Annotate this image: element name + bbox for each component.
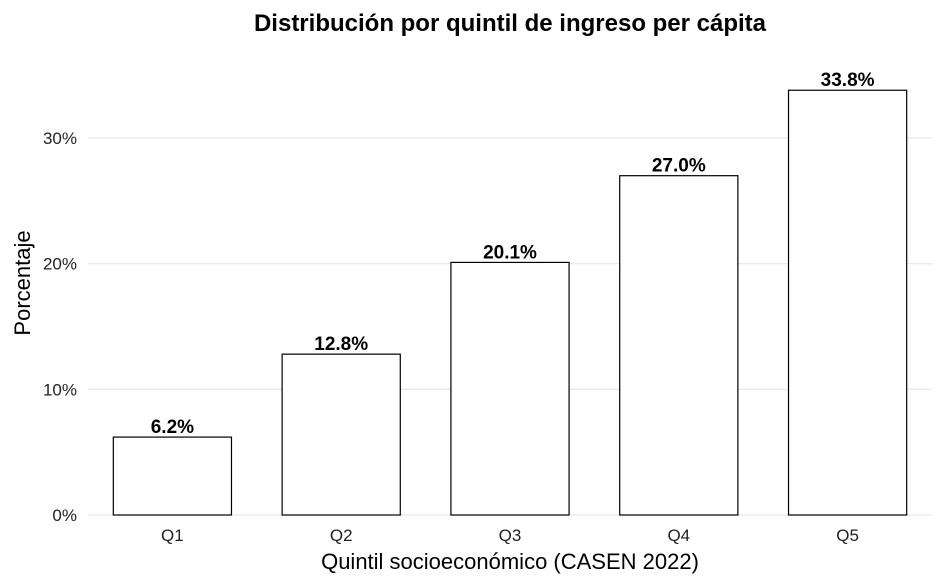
- x-tick-label-q4: Q4: [667, 526, 690, 545]
- y-axis-title: Porcentaje: [10, 230, 35, 335]
- data-label-q3: 20.1%: [483, 242, 537, 263]
- bar-q5: [787, 89, 908, 516]
- y-tick-label: 0%: [52, 506, 77, 525]
- x-tick-label-q5: Q5: [836, 526, 859, 545]
- chart-title: Distribución por quintil de ingreso per …: [254, 10, 767, 37]
- y-tick-label: 10%: [43, 380, 77, 399]
- bar-layer: [112, 89, 908, 516]
- bar-q4: [619, 175, 739, 516]
- data-label-q5: 33.8%: [821, 70, 875, 91]
- x-axis-title: Quintil socioeconómico (CASEN 2022): [321, 549, 699, 574]
- x-tick-label-q1: Q1: [161, 526, 184, 545]
- bar-q2: [281, 353, 401, 516]
- bar-q1: [112, 436, 233, 516]
- y-tick-label: 20%: [43, 255, 77, 274]
- label-layer: 6.2% 12.8% 20.1% 27.0% 33.8%: [151, 70, 875, 438]
- x-tick-label-q3: Q3: [499, 526, 522, 545]
- x-tick-label-q2: Q2: [330, 526, 353, 545]
- x-axis-ticks: Q1 Q2 Q3 Q4 Q5: [161, 526, 859, 545]
- y-axis-ticks: 0% 10% 20% 30%: [43, 129, 77, 525]
- y-tick-label: 30%: [43, 129, 77, 148]
- bar-q3: [450, 261, 570, 516]
- data-label-q2: 12.8%: [314, 334, 368, 355]
- data-label-q1: 6.2%: [151, 417, 194, 438]
- data-label-q4: 27.0%: [652, 156, 706, 177]
